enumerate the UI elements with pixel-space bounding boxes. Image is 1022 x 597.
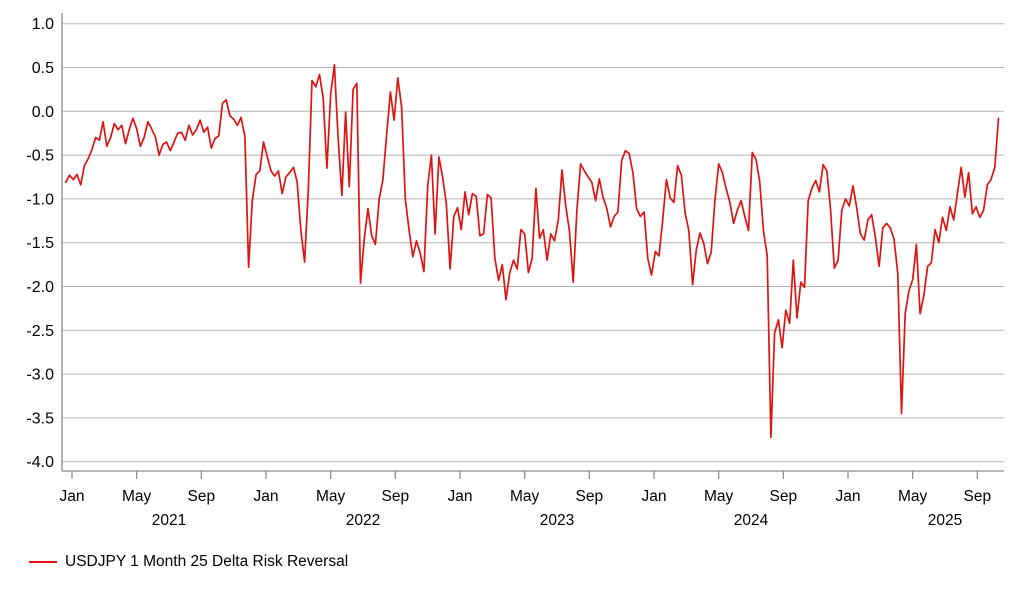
x-axis-year-label: 2024 <box>734 512 769 529</box>
risk-reversal-line <box>64 64 1000 439</box>
y-axis-tick-label: -0.5 <box>26 148 54 165</box>
x-axis-month-label: Sep <box>770 488 798 505</box>
x-axis-month-label: Jan <box>448 488 473 505</box>
x-axis-month-label: May <box>704 488 734 505</box>
x-axis-month-label: Jan <box>254 488 279 505</box>
x-axis-month-label: Sep <box>964 488 992 505</box>
x-axis-month-label: Sep <box>188 488 216 505</box>
x-axis-month-label: Jan <box>642 488 667 505</box>
y-axis-tick-label: 0.0 <box>32 104 54 121</box>
x-axis-month-label: May <box>122 488 152 505</box>
x-axis-month-label: Jan <box>836 488 861 505</box>
x-axis-year-label: 2021 <box>152 512 186 529</box>
x-axis-month-label: Sep <box>576 488 604 505</box>
legend-line-swatch <box>29 560 57 563</box>
x-axis-month-label: May <box>898 488 928 505</box>
x-axis-year-label: 2023 <box>540 512 574 529</box>
x-axis-month-label: Jan <box>60 488 85 505</box>
legend: USDJPY 1 Month 25 Delta Risk Reversal <box>29 554 348 570</box>
x-axis-month-label: May <box>510 488 540 505</box>
x-axis-month-label: May <box>316 488 346 505</box>
y-axis-tick-label: -3.5 <box>26 410 54 427</box>
legend-label: USDJPY 1 Month 25 Delta Risk Reversal <box>65 553 349 570</box>
y-axis-tick-label: 1.0 <box>32 16 54 33</box>
y-axis-tick-label: -1.0 <box>26 191 54 208</box>
y-axis-tick-label: -3.0 <box>26 367 54 384</box>
x-axis-year-label: 2025 <box>928 512 962 529</box>
y-axis-tick-label: -4.0 <box>26 454 54 471</box>
y-axis-tick-label: -1.5 <box>26 235 54 252</box>
y-axis-tick-label: -2.5 <box>26 323 54 340</box>
x-axis-year-label: 2022 <box>346 512 380 529</box>
y-axis-tick-label: 0.5 <box>32 60 54 77</box>
x-axis-month-label: Sep <box>382 488 410 505</box>
y-axis-tick-label: -2.0 <box>26 279 54 296</box>
